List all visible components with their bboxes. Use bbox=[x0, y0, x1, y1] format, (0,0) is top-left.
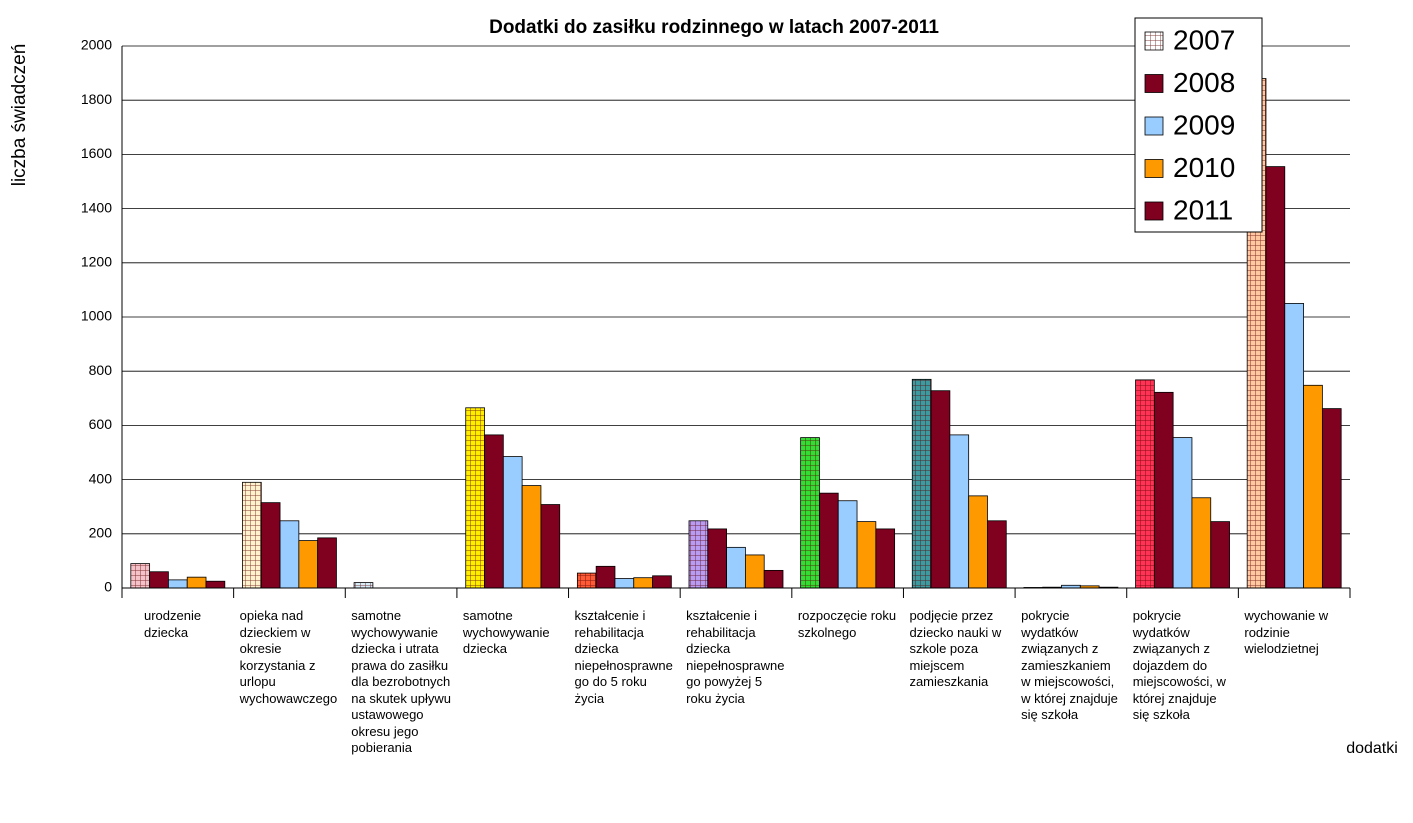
bar bbox=[688, 520, 709, 589]
bar bbox=[260, 502, 281, 589]
bar bbox=[1284, 303, 1304, 589]
x-tick-label: samotne wychowywanie dziecka bbox=[462, 608, 550, 656]
x-tick-label: samotne wychowywanie dziecka i utrata pr… bbox=[351, 608, 451, 755]
bar bbox=[1303, 384, 1323, 589]
bar bbox=[911, 378, 932, 589]
bar bbox=[595, 565, 616, 589]
bar bbox=[1172, 437, 1193, 589]
bar bbox=[763, 569, 784, 589]
bar bbox=[168, 579, 188, 589]
y-tick-label: 1400 bbox=[81, 199, 112, 215]
bar bbox=[149, 571, 169, 589]
x-tick-label: pokrycie wydatków związanych z dojazdem … bbox=[1132, 608, 1226, 722]
x-tick-label: pokrycie wydatków związanych z zamieszka… bbox=[1021, 608, 1118, 722]
bar bbox=[614, 578, 635, 589]
bar bbox=[205, 580, 226, 589]
legend-swatch bbox=[1144, 31, 1164, 51]
legend-label: 2009 bbox=[1173, 109, 1235, 140]
bar bbox=[875, 528, 896, 589]
bar bbox=[1321, 408, 1342, 589]
bar bbox=[726, 546, 746, 589]
bar bbox=[186, 576, 207, 589]
bar bbox=[652, 575, 672, 589]
x-axis-label: dodatki bbox=[1346, 740, 1398, 757]
y-tick-label: 400 bbox=[89, 470, 113, 486]
bar bbox=[279, 520, 300, 589]
bar bbox=[242, 481, 262, 589]
y-tick-label: 600 bbox=[89, 416, 113, 432]
x-tick-label: kształcenie i rehabilitacja dziecka niep… bbox=[574, 608, 673, 706]
legend-label: 2007 bbox=[1173, 24, 1235, 55]
x-tick-label: podjęcie przez dziecko nauki w szkole po… bbox=[909, 608, 1002, 689]
bar bbox=[465, 407, 485, 589]
bar bbox=[633, 577, 653, 589]
bar bbox=[353, 582, 374, 589]
y-tick-label: 800 bbox=[89, 362, 113, 378]
bar bbox=[987, 520, 1007, 589]
y-tick-label: 1600 bbox=[81, 145, 112, 161]
bar bbox=[745, 554, 765, 589]
y-tick-label: 200 bbox=[89, 525, 113, 541]
x-tick-label: urodzenie dziecka bbox=[144, 608, 202, 640]
x-tick-label: kształcenie i rehabilitacja dziecka niep… bbox=[686, 608, 785, 706]
bar bbox=[930, 390, 951, 589]
bar bbox=[484, 434, 504, 589]
y-tick-label: 0 bbox=[104, 579, 112, 595]
bar bbox=[800, 437, 820, 589]
x-tick-label: rozpoczęcie roku szkolnego bbox=[797, 608, 897, 640]
bar bbox=[1153, 391, 1174, 589]
bar bbox=[298, 540, 319, 589]
legend-swatch bbox=[1144, 159, 1164, 178]
bar bbox=[130, 563, 151, 589]
bar bbox=[968, 495, 988, 589]
legend-swatch bbox=[1144, 116, 1164, 136]
bar bbox=[837, 500, 858, 589]
x-tick-label: opieka nad dzieckiem w okresie korzystan… bbox=[239, 608, 338, 706]
bar bbox=[1210, 521, 1230, 589]
bar bbox=[1191, 497, 1212, 589]
legend-label: 2011 bbox=[1173, 194, 1233, 225]
y-axis-label: liczba świadczeń bbox=[9, 44, 30, 187]
y-tick-label: 1800 bbox=[81, 91, 112, 107]
y-tick-label: 2000 bbox=[81, 37, 112, 53]
legend-label: 2010 bbox=[1173, 152, 1235, 183]
bar bbox=[521, 485, 542, 589]
bar bbox=[576, 572, 597, 589]
bar bbox=[1265, 166, 1286, 589]
bar bbox=[949, 434, 970, 589]
bar bbox=[707, 528, 727, 589]
bar bbox=[819, 492, 839, 589]
bar bbox=[1135, 379, 1155, 589]
y-tick-label: 1000 bbox=[81, 308, 112, 324]
bar bbox=[856, 521, 877, 589]
y-tick-label: 1200 bbox=[81, 254, 112, 270]
legend-label: 2008 bbox=[1173, 67, 1235, 98]
legend-swatch bbox=[1144, 74, 1164, 93]
legend-swatch bbox=[1144, 201, 1164, 221]
bar bbox=[540, 504, 561, 589]
chart-title: Dodatki do zasiłku rodzinnego w latach 2… bbox=[489, 17, 939, 38]
bar bbox=[502, 456, 523, 589]
x-tick-label: wychowanie w rodzinie wielodzietnej bbox=[1244, 608, 1329, 656]
bar bbox=[317, 537, 337, 589]
